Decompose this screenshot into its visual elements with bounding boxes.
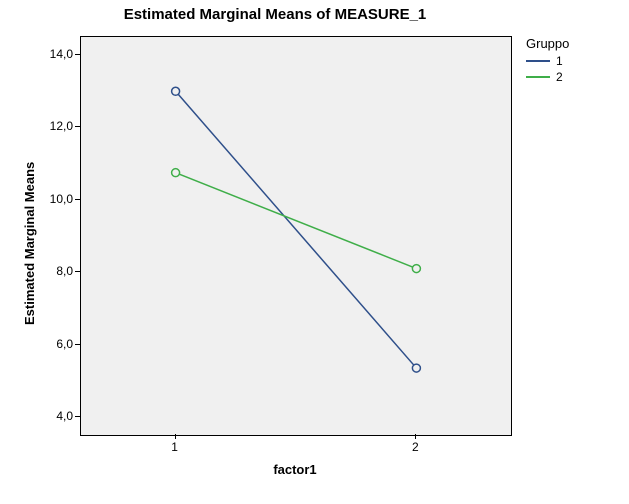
y-tick: [75, 344, 80, 345]
y-tick-label: 6,0: [35, 337, 73, 351]
legend-item: 1: [526, 53, 569, 69]
y-tick-label: 10,0: [35, 192, 73, 206]
y-axis-title: Estimated Marginal Means: [22, 162, 37, 325]
y-tick-label: 12,0: [35, 119, 73, 133]
chart-lines: [81, 37, 511, 435]
chart-container: Estimated Marginal Means of MEASURE_1 Es…: [0, 0, 629, 504]
y-tick-label: 14,0: [35, 47, 73, 61]
legend-label: 1: [556, 54, 563, 68]
x-tick: [175, 434, 176, 439]
x-tick: [415, 434, 416, 439]
x-tick-label: 2: [412, 440, 419, 454]
legend-item: 2: [526, 69, 569, 85]
y-tick-label: 8,0: [35, 264, 73, 278]
legend-title: Gruppo: [526, 36, 569, 51]
series-marker: [172, 169, 180, 177]
series-marker: [412, 364, 420, 372]
legend: Gruppo 1 2: [526, 36, 569, 85]
legend-swatch: [526, 60, 550, 62]
x-tick-label: 1: [171, 440, 178, 454]
y-tick: [75, 271, 80, 272]
y-tick-label: 4,0: [35, 409, 73, 423]
legend-label: 2: [556, 70, 563, 84]
series-marker: [412, 265, 420, 273]
y-tick: [75, 416, 80, 417]
x-axis-title: factor1: [80, 462, 510, 477]
series-line: [176, 173, 417, 269]
chart-title: Estimated Marginal Means of MEASURE_1: [0, 6, 550, 23]
y-tick: [75, 126, 80, 127]
legend-swatch: [526, 76, 550, 78]
y-tick: [75, 199, 80, 200]
series-marker: [172, 87, 180, 95]
series-line: [176, 91, 417, 368]
y-tick: [75, 54, 80, 55]
plot-area: [80, 36, 512, 436]
